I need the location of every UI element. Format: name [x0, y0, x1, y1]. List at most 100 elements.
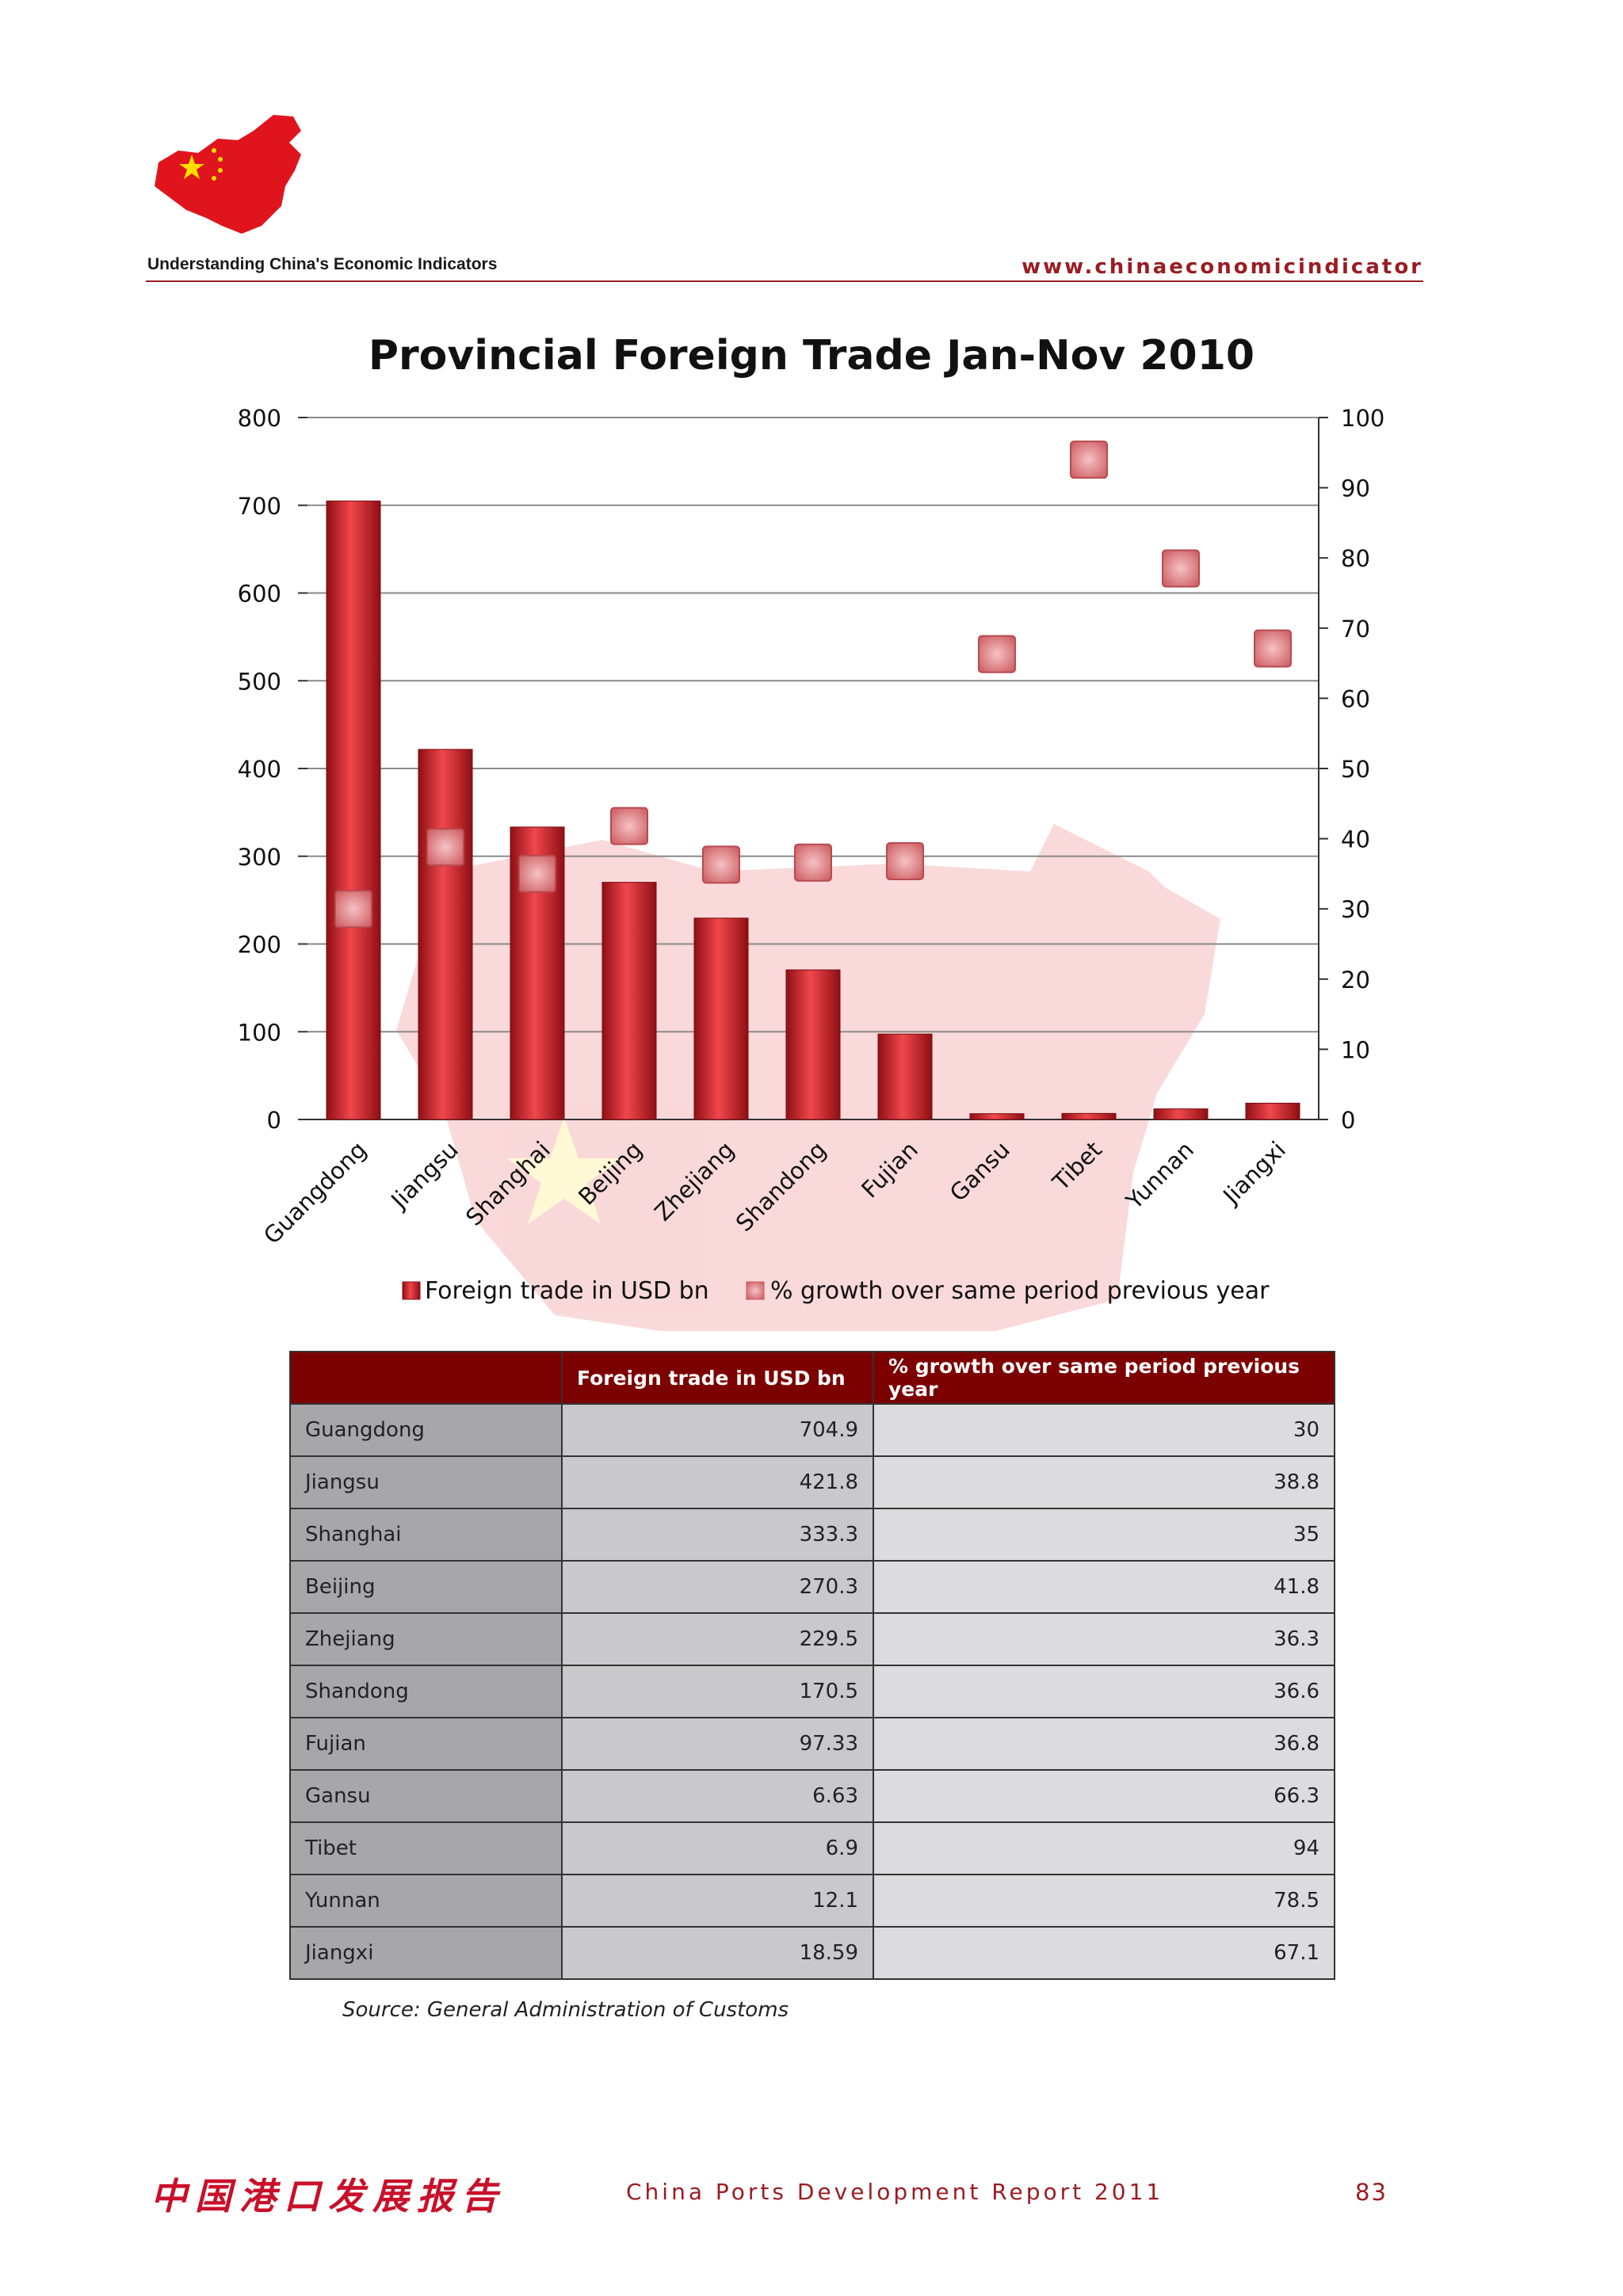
footer-chinese-title: 中国港口发展报告: [151, 2175, 506, 2218]
table-cell-province: Jiangxi: [289, 1926, 563, 1980]
trade-chart: Provincial Foreign Trade Jan-Nov 2010 0 1…: [238, 332, 1384, 1331]
left-axis-tick-label: 200: [238, 932, 281, 959]
left-axis-tick-label: 100: [238, 1019, 281, 1046]
bar-gansu: [969, 1113, 1025, 1120]
table-cell-trade: 97.33: [561, 1717, 874, 1771]
table-cell-province: Zhejiang: [289, 1612, 563, 1666]
left-axis-tick-label: 0: [267, 1107, 281, 1134]
table-row: Yunnan 12.1 78.5: [289, 1874, 1335, 1928]
gridlines: [307, 417, 1319, 1120]
left-axis: 0 100 200 300 400 500 600 700 800: [238, 405, 307, 1134]
right-axis-tick-label: 100: [1341, 405, 1384, 432]
source-note: Source: General Administration of Custom…: [342, 1998, 789, 2022]
table-cell-trade: 333.3: [561, 1508, 874, 1562]
table-row: Beijing 270.3 41.8: [289, 1560, 1335, 1614]
left-axis-tick-label: 400: [238, 756, 281, 783]
table-cell-growth: 35: [873, 1508, 1335, 1562]
table-cell-trade: 12.1: [561, 1874, 874, 1928]
marker-shanghai: [518, 854, 556, 893]
table-cell-trade: 18.59: [561, 1926, 874, 1980]
right-axis-tick-label: 90: [1341, 475, 1370, 502]
x-axis-label: Jiangsu: [384, 1136, 463, 1215]
bar-series: [326, 500, 1300, 1120]
table-header-row: Foreign trade in USD bn % growth over sa…: [289, 1351, 1335, 1405]
data-table: Foreign trade in USD bn % growth over sa…: [289, 1351, 1335, 1980]
table-row: Fujian 97.33 36.8: [289, 1717, 1335, 1771]
header-divider: [146, 280, 1423, 282]
table-cell-trade: 704.9: [561, 1403, 874, 1457]
bar-guangdong: [326, 500, 381, 1120]
table-cell-growth: 78.5: [873, 1874, 1335, 1928]
right-axis-tick-label: 50: [1341, 756, 1370, 783]
table-cell-growth: 38.8: [873, 1455, 1335, 1509]
marker-jiangsu: [426, 828, 464, 867]
x-axis-label: Guangdong: [258, 1136, 372, 1249]
table-cell-province: Gansu: [289, 1769, 563, 1823]
bar-tibet: [1061, 1112, 1117, 1120]
bar-zhejiang: [693, 917, 749, 1120]
table-cell-growth: 36.6: [873, 1665, 1335, 1718]
left-axis-tick-label: 500: [238, 668, 281, 695]
table-cell-province: Guangdong: [289, 1403, 563, 1457]
marker-fujian: [886, 841, 924, 880]
table-cell-trade: 229.5: [561, 1612, 874, 1666]
bar-yunnan: [1153, 1108, 1209, 1120]
right-axis-tick-label: 10: [1341, 1036, 1370, 1063]
left-axis-tick-label: 600: [238, 581, 281, 608]
marker-yunnan: [1162, 549, 1200, 588]
chart-title: Provincial Foreign Trade Jan-Nov 2010: [369, 332, 1254, 379]
marker-jiangxi: [1254, 629, 1292, 668]
footer-report-title: China Ports Development Report 2011: [626, 2179, 1164, 2205]
table-cell-growth: 94: [873, 1821, 1335, 1875]
table-cell-province: Shandong: [289, 1665, 563, 1718]
table-row: Jiangsu 421.8 38.8: [289, 1455, 1335, 1509]
table-cell-trade: 6.63: [561, 1769, 874, 1823]
table-header-province: [289, 1351, 563, 1405]
table-cell-province: Fujian: [289, 1717, 563, 1771]
right-axis-tick-label: 40: [1341, 826, 1370, 853]
marker-gansu: [978, 635, 1016, 673]
table-cell-trade: 421.8: [561, 1455, 874, 1509]
table-cell-growth: 30: [873, 1403, 1335, 1457]
left-axis-tick-label: 700: [238, 493, 281, 520]
legend-swatch-bars: [402, 1281, 421, 1300]
bar-jiangxi: [1245, 1102, 1300, 1120]
table-row: Shanghai 333.3 35: [289, 1508, 1335, 1562]
right-axis-tick-label: 60: [1341, 685, 1370, 712]
marker-tibet: [1070, 441, 1108, 479]
table-cell-growth: 36.8: [873, 1717, 1335, 1771]
table-row: Shandong 170.5 36.6: [289, 1665, 1335, 1718]
marker-shandong: [794, 843, 832, 882]
table-row: Guangdong 704.9 30: [289, 1403, 1335, 1457]
table-cell-growth: 41.8: [873, 1560, 1335, 1614]
table-cell-trade: 170.5: [561, 1665, 874, 1718]
table-cell-trade: 270.3: [561, 1560, 874, 1614]
table-cell-growth: 36.3: [873, 1612, 1335, 1666]
bar-shandong: [785, 969, 841, 1120]
x-axis-label: Jiangxi: [1216, 1136, 1291, 1211]
legend-label-markers: % growth over same period previous year: [770, 1277, 1270, 1305]
table-cell-province: Beijing: [289, 1560, 563, 1614]
legend: Foreign trade in USD bn % growth over sa…: [402, 1277, 1270, 1305]
table-header-trade: Foreign trade in USD bn: [561, 1351, 874, 1405]
marker-guangdong: [334, 890, 372, 929]
table-cell-growth: 67.1: [873, 1926, 1335, 1980]
table-row: Zhejiang 229.5 36.3: [289, 1612, 1335, 1666]
china-map-logo: [155, 115, 301, 234]
table-cell-province: Tibet: [289, 1821, 563, 1875]
table-cell-trade: 6.9: [561, 1821, 874, 1875]
right-axis-tick-label: 20: [1341, 967, 1370, 994]
table-cell-growth: 66.3: [873, 1769, 1335, 1823]
table-cell-province: Jiangsu: [289, 1455, 563, 1509]
table-cell-province: Yunnan: [289, 1874, 563, 1928]
page-number: 83: [1355, 2179, 1388, 2206]
legend-swatch-markers: [746, 1281, 765, 1300]
right-axis-tick-label: 30: [1341, 896, 1370, 923]
bar-jiangsu: [418, 749, 473, 1120]
marker-series: [334, 441, 1292, 929]
marker-beijing: [610, 807, 648, 845]
right-axis-tick-label: 0: [1341, 1107, 1355, 1134]
bar-fujian: [877, 1033, 933, 1120]
header-url[interactable]: www.chinaeconomicindicator: [1022, 255, 1423, 279]
right-axis-tick-label: 80: [1341, 545, 1370, 572]
